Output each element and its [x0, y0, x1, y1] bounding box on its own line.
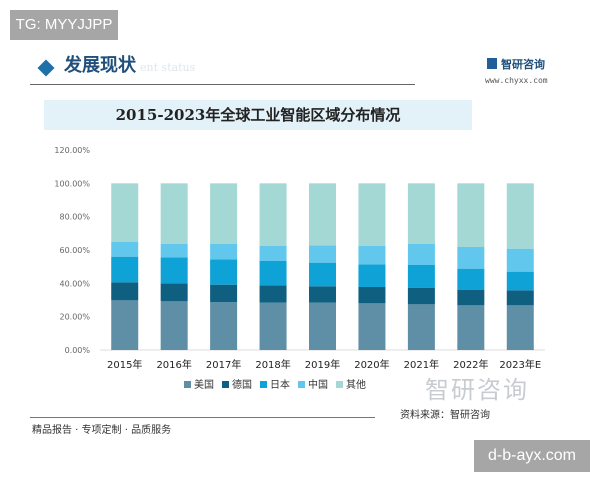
- bar-segment-2-6: [407, 265, 435, 288]
- chart-legend: 美国 德国 日本 中国 其他: [150, 379, 400, 392]
- bar-segment-3-4: [309, 245, 336, 263]
- legend-swatch: [260, 381, 267, 388]
- section-title-text: 发展现状: [64, 55, 136, 76]
- legend-label: 其他: [346, 380, 366, 391]
- bar-segment-4-2: [210, 183, 238, 244]
- bar-segment-3-1: [160, 243, 188, 258]
- x-tick-label: 2022年: [453, 358, 488, 371]
- bar-segment-4-3: [259, 183, 287, 246]
- bar-segment-4-6: [407, 183, 435, 244]
- y-tick-label: 120.00%: [54, 146, 90, 155]
- x-tick-label: 2018年: [255, 358, 290, 371]
- bar-segment-1-7: [457, 289, 485, 306]
- bar-segment-1-8: [506, 290, 534, 306]
- footer-divider: [30, 417, 375, 418]
- bar-segment-3-8: [506, 248, 534, 272]
- bar-segment-1-4: [309, 286, 336, 303]
- bar-segment-2-1: [160, 257, 188, 284]
- legend-item: 美国: [184, 380, 214, 391]
- slogan: 精品报告 · 专项定制 · 品质服务: [32, 425, 172, 436]
- y-tick-label: 80.00%: [59, 213, 90, 222]
- x-tick-label: 2019年: [305, 358, 340, 371]
- bar-segment-4-4: [309, 183, 336, 246]
- bar-segment-4-1: [160, 183, 188, 244]
- bar-segment-2-2: [210, 259, 238, 285]
- legend-swatch: [222, 381, 229, 388]
- bar-segment-3-7: [457, 247, 485, 269]
- bar-segment-1-5: [358, 287, 386, 304]
- legend-label: 日本: [270, 380, 290, 391]
- y-tick-label: 20.00%: [59, 313, 90, 322]
- bar-segment-0-0: [111, 300, 139, 350]
- bar-segment-0-4: [309, 302, 336, 350]
- brand-url: www.chyxx.com: [485, 76, 548, 85]
- legend-label: 中国: [308, 380, 328, 391]
- bar-segment-2-7: [457, 268, 485, 290]
- x-tick-label: 2020年: [354, 358, 389, 371]
- legend-item: 德国: [222, 380, 252, 391]
- bar-segment-3-3: [259, 245, 287, 261]
- brand-logo: 智研咨询: [487, 58, 545, 72]
- bar-segment-0-8: [506, 305, 534, 350]
- y-tick-label: 40.00%: [59, 279, 90, 288]
- legend-swatch: [298, 381, 305, 388]
- bar-segment-3-0: [111, 241, 139, 257]
- bar-segment-4-5: [358, 183, 386, 246]
- y-tick-label: 100.00%: [54, 179, 90, 188]
- legend-swatch: [184, 381, 191, 388]
- bar-segment-1-0: [111, 282, 139, 301]
- chart-title: 2015-2023年全球工业智能区域分布情况: [44, 100, 472, 130]
- bar-segment-0-1: [160, 301, 188, 350]
- legend-item: 其他: [336, 380, 366, 391]
- bar-segment-0-5: [358, 303, 386, 350]
- bar-segment-1-3: [259, 285, 287, 303]
- brand-name: 智研咨询: [501, 58, 545, 71]
- bar-segment-2-3: [259, 261, 287, 286]
- x-tick-label: 2023年E: [499, 358, 541, 371]
- bar-segment-1-6: [407, 287, 435, 305]
- legend-label: 德国: [232, 380, 252, 391]
- y-tick-label: 60.00%: [59, 246, 90, 255]
- bar-segment-2-8: [506, 271, 534, 291]
- section-title: 发展现状 ent status: [64, 55, 195, 79]
- bar-segment-1-1: [160, 283, 188, 302]
- section-subtitle: ent status: [140, 61, 196, 74]
- bar-segment-0-7: [457, 305, 485, 350]
- bar-segment-0-2: [210, 302, 238, 350]
- bar-segment-2-5: [358, 264, 386, 287]
- x-tick-label: 2017年: [206, 358, 241, 371]
- bar-segment-0-6: [407, 304, 435, 350]
- bar-segment-4-8: [506, 183, 534, 249]
- brand-icon: [487, 58, 497, 69]
- bar-segment-2-0: [111, 256, 139, 283]
- overlay-label-top: TG: MYYJJPP: [10, 10, 118, 40]
- bar-segment-3-2: [210, 244, 238, 260]
- bar-segment-3-5: [358, 245, 386, 265]
- bar-segment-3-6: [407, 243, 435, 265]
- bar-segment-1-2: [210, 284, 238, 302]
- legend-swatch: [336, 381, 343, 388]
- x-tick-label: 2015年: [107, 358, 142, 371]
- bar-segment-0-3: [259, 302, 287, 350]
- y-tick-label: 0.00%: [65, 346, 91, 355]
- bar-segment-4-0: [111, 183, 139, 242]
- source-note: 资料来源：智研咨询: [400, 410, 490, 421]
- x-tick-label: 2016年: [156, 358, 191, 371]
- legend-item: 中国: [298, 380, 328, 391]
- legend-item: 日本: [260, 380, 290, 391]
- watermark-logo: 智研咨询: [425, 376, 529, 404]
- bar-segment-4-7: [457, 183, 485, 247]
- x-tick-label: 2021年: [404, 358, 439, 371]
- bar-segment-2-4: [309, 262, 336, 287]
- overlay-label-bottom: d-b-ayx.com: [474, 440, 590, 472]
- header-divider: [30, 84, 415, 85]
- legend-label: 美国: [194, 380, 214, 391]
